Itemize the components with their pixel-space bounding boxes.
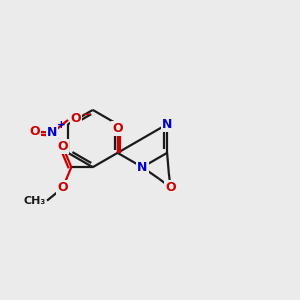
Text: −: − [82, 108, 92, 121]
Text: O: O [165, 181, 176, 194]
Text: O: O [57, 181, 68, 194]
Text: CH₃: CH₃ [23, 196, 46, 206]
Text: N: N [162, 118, 172, 131]
Text: O: O [112, 122, 123, 135]
Text: N: N [47, 126, 58, 139]
Text: O: O [71, 112, 81, 125]
Text: O: O [57, 140, 68, 153]
Text: +: + [57, 120, 66, 130]
Text: N: N [137, 161, 148, 174]
Text: O: O [30, 125, 40, 138]
